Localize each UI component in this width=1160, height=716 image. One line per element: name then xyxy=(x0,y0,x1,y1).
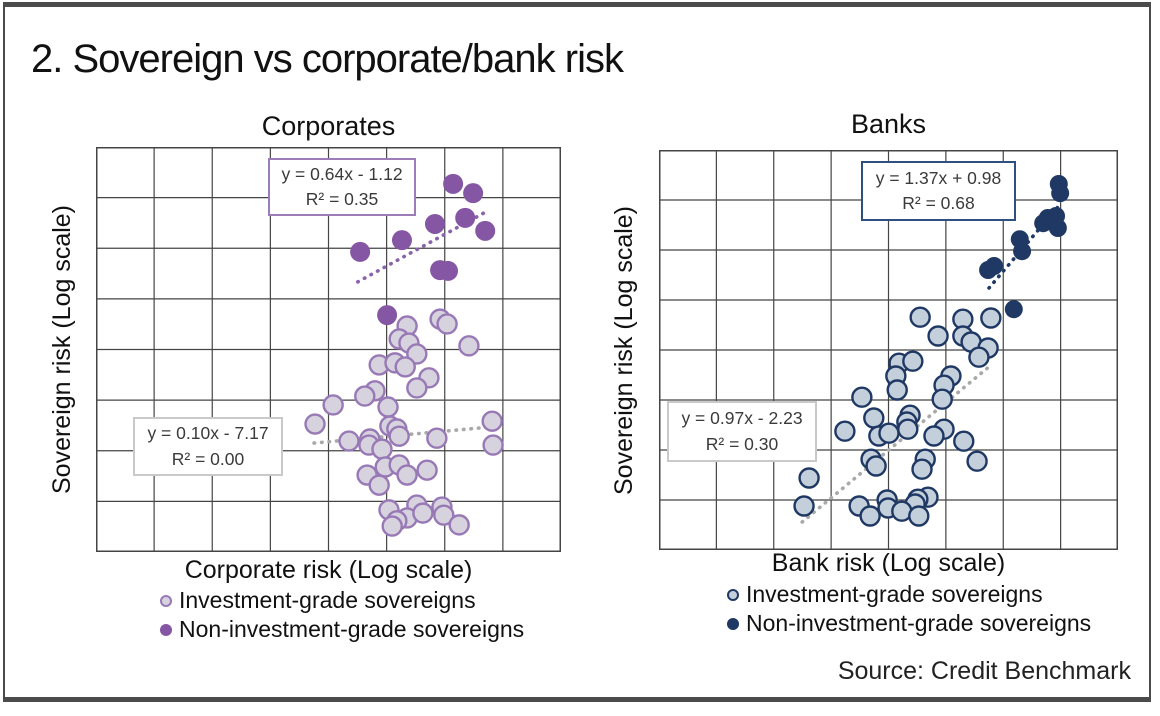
non-investment-grade-marker-icon xyxy=(160,623,172,636)
corporates-y-axis-label: Sovereign risk (Log scale) xyxy=(47,204,76,495)
r-squared-text: R² = 0.68 xyxy=(902,193,975,213)
equation-text: y = 0.64x - 1.12 xyxy=(281,163,403,184)
equation-text: y = 0.97x - 2.23 xyxy=(681,408,803,429)
banks-chart-title: Banks xyxy=(850,109,927,139)
r-squared-text: R² = 0.35 xyxy=(305,189,379,209)
banks-plot xyxy=(659,150,1118,550)
corporates-plot xyxy=(96,147,561,552)
banks-investment-equation-box: y = 0.97x - 2.23 R² = 0.30 xyxy=(667,401,817,462)
legend-item-non-investment-grade: Non-investment-grade sovereigns xyxy=(160,616,524,643)
corporates-noninvestment-equation-box: y = 0.64x - 1.12 R² = 0.35 xyxy=(268,158,416,216)
banks-legend: Investment-grade sovereigns Non-investme… xyxy=(727,581,1091,637)
non-investment-grade-marker-icon xyxy=(727,617,739,630)
banks-y-axis-label: Sovereign risk (Log scale) xyxy=(609,205,638,495)
equation-text: y = 0.10x - 7.17 xyxy=(147,423,269,444)
r-squared-text: R² = 0.30 xyxy=(705,433,779,454)
equation-text: y = 1.37x + 0.98 xyxy=(875,167,1002,188)
legend-item-investment-grade: Investment-grade sovereigns xyxy=(727,581,1091,608)
legend-item-investment-grade: Investment-grade sovereigns xyxy=(160,587,524,614)
banks-x-axis-label: Bank risk (Log scale) xyxy=(771,549,1006,577)
legend-label: Non-investment-grade sovereigns xyxy=(746,610,1092,636)
figure-frame: 2. Sovereign vs corporate/bank risk Corp… xyxy=(3,2,1151,702)
legend-label: Investment-grade sovereigns xyxy=(746,581,1043,607)
figure-title: 2. Sovereign vs corporate/bank risk xyxy=(31,37,624,81)
r-squared-text: R² = 0.00 xyxy=(171,448,245,469)
corporates-x-axis-label: Corporate risk (Log scale) xyxy=(184,556,473,584)
corporates-chart-title: Corporates xyxy=(261,111,396,141)
investment-grade-marker-icon xyxy=(727,588,739,601)
banks-noninvestment-equation-box: y = 1.37x + 0.98 R² = 0.68 xyxy=(861,161,1016,221)
legend-label: Investment-grade sovereigns xyxy=(179,587,476,613)
corporates-legend: Investment-grade sovereigns Non-investme… xyxy=(160,587,524,643)
legend-item-non-investment-grade: Non-investment-grade sovereigns xyxy=(727,610,1091,637)
investment-grade-marker-icon xyxy=(160,594,172,607)
legend-label: Non-investment-grade sovereigns xyxy=(179,616,525,642)
corporates-investment-equation-box: y = 0.10x - 7.17 R² = 0.00 xyxy=(133,417,283,476)
source-credit: Source: Credit Benchmark xyxy=(837,657,1131,685)
